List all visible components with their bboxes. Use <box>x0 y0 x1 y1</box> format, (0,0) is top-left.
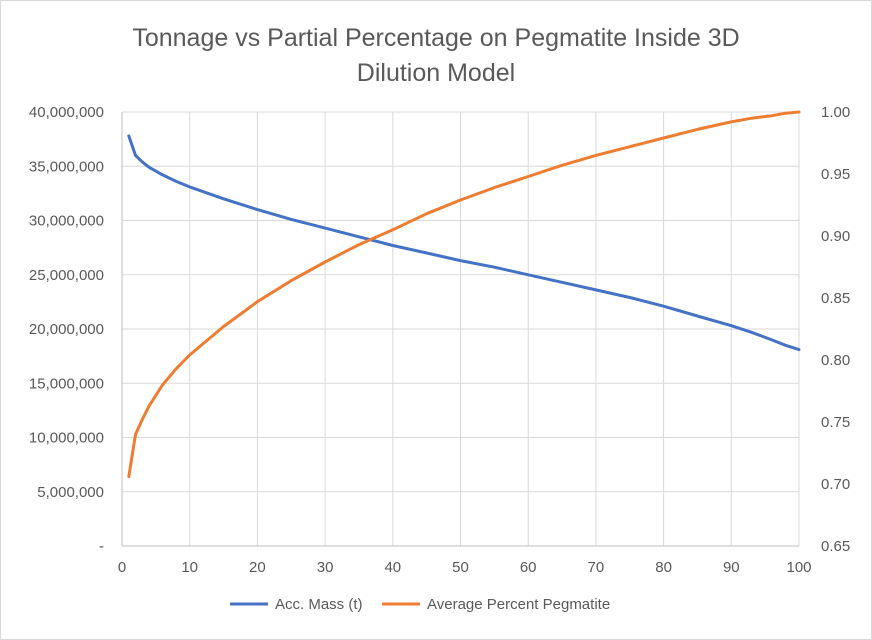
series-line-acc-mass-t <box>127 134 801 352</box>
x-tick-label: 0 <box>118 559 126 576</box>
x-tick-label: 10 <box>181 559 198 576</box>
y2-tick-label: 0.75 <box>821 414 850 431</box>
x-tick-label: 20 <box>249 559 266 576</box>
legend-label: Average Percent Pegmatite <box>427 596 610 613</box>
chart-title-line-1: Tonnage vs Partial Percentage on Pegmati… <box>132 24 739 52</box>
y2-tick-label: 0.95 <box>821 166 850 183</box>
y-tick-label: 15,000,000 <box>29 375 104 392</box>
y-tick-label: 40,000,000 <box>29 104 104 121</box>
series <box>127 110 801 479</box>
y-tick-label: 30,000,000 <box>29 213 104 230</box>
legend-label: Acc. Mass (t) <box>275 596 363 613</box>
y-tick-label: - <box>99 538 104 555</box>
gridlines <box>122 111 800 546</box>
x-tick-label: 40 <box>384 559 401 576</box>
x-tick-label: 60 <box>520 559 537 576</box>
y2-tick-label: 0.70 <box>821 476 850 493</box>
x-tick-label: 70 <box>588 559 605 576</box>
y-tick-label: 5,000,000 <box>37 484 104 501</box>
x-tick-label: 30 <box>317 559 334 576</box>
y-tick-label: 25,000,000 <box>29 267 104 284</box>
x-tick-label: 100 <box>786 559 811 576</box>
x-tick-label: 50 <box>452 559 469 576</box>
y-tick-label: 35,000,000 <box>29 158 104 175</box>
y2-tick-label: 0.85 <box>821 290 850 307</box>
y2-tick-label: 1.00 <box>821 104 850 121</box>
x-tick-label: 80 <box>655 559 672 576</box>
axes: - 5,000,000 10,000,000 15,000,000 20,000,000… <box>29 104 850 576</box>
series-line-average-percent-pegmatite <box>127 110 801 479</box>
y-tick-label: 10,000,000 <box>29 430 104 447</box>
legend: Acc. Mass (t) Average Percent Pegmatite <box>230 596 610 613</box>
x-tick-label: 90 <box>723 559 740 576</box>
chart-title-line-2: Dilution Model <box>357 59 515 87</box>
y2-tick-label: 0.90 <box>821 228 850 245</box>
y2-tick-label: 0.65 <box>821 538 850 555</box>
y-tick-label: 20,000,000 <box>29 321 104 338</box>
y2-tick-label: 0.80 <box>821 352 850 369</box>
